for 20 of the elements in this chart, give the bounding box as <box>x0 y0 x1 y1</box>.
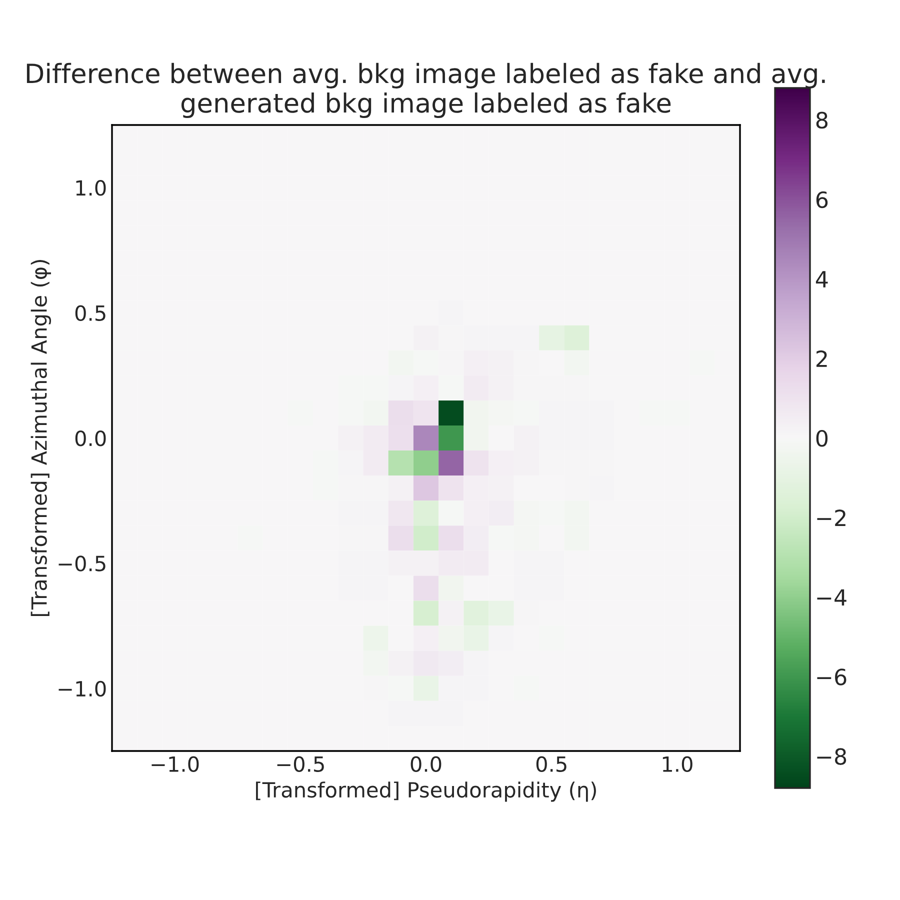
x-tick-label: −1.0 <box>152 756 199 772</box>
x-axis-title: [Transformed] Pseudorapidity (η) <box>256 782 596 802</box>
x-tick-label: 0.0 <box>410 756 442 772</box>
y-tick-label: −1.0 <box>58 680 106 697</box>
color-bar-label: −6 <box>817 668 846 686</box>
color-bar-label: 6 <box>816 191 828 208</box>
y-tick-label: 0.0 <box>75 430 106 446</box>
x-tick-label: 0.5 <box>536 756 566 772</box>
x-tick-label: 1.0 <box>662 756 692 772</box>
y-tick-label: 1.0 <box>76 180 106 196</box>
color-bar-label: 0 <box>816 430 828 447</box>
color-bar-label: 2 <box>816 350 827 367</box>
y-tick-label: −0.5 <box>58 556 106 572</box>
x-tick-label: −0.5 <box>277 756 324 772</box>
y-axis-title: [Transformed] Azimuthal Angle (φ) <box>30 260 51 616</box>
color-bar-label: −2 <box>817 509 846 526</box>
y-tick-label: 0.5 <box>75 305 106 322</box>
color-bar-label: 4 <box>816 271 828 288</box>
color-bar-label: −4 <box>817 589 846 606</box>
color-bar-label: −8 <box>817 748 846 765</box>
